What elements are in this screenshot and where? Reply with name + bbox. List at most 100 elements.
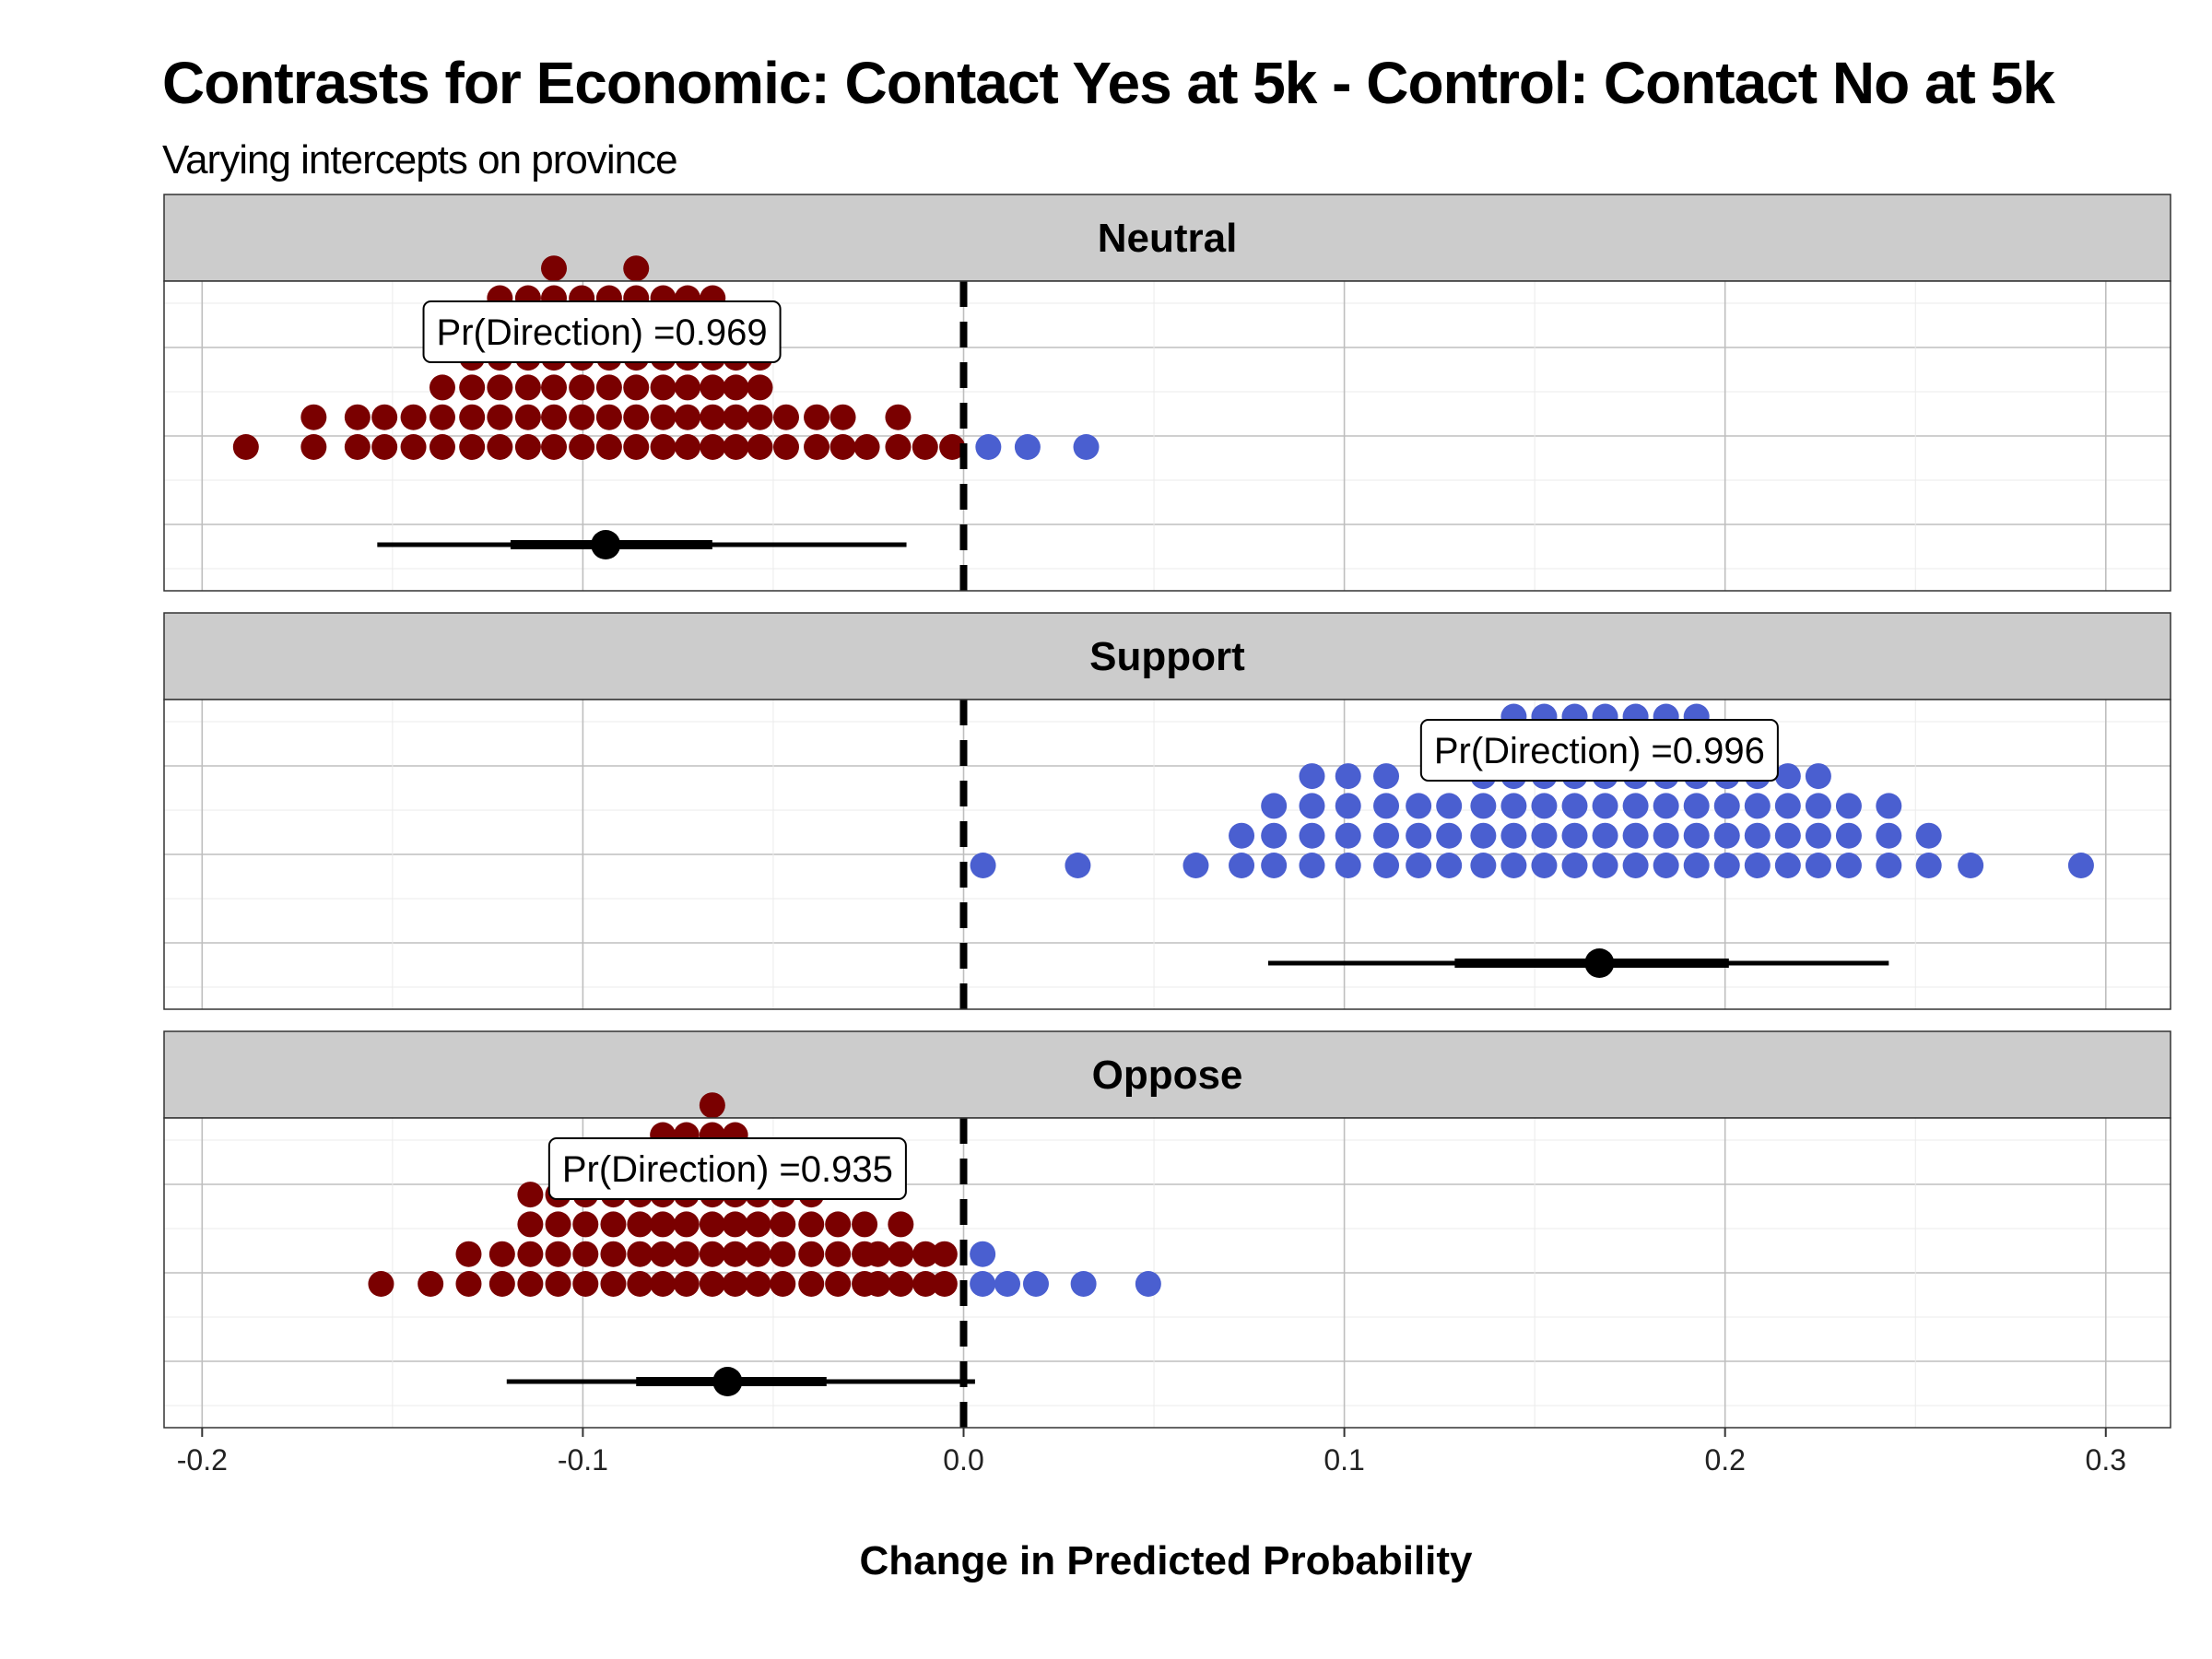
dot [1744, 793, 1771, 819]
dot [1261, 793, 1288, 819]
dot [517, 1271, 544, 1297]
dot [627, 1211, 653, 1238]
dot [595, 404, 622, 430]
dot [1622, 822, 1649, 849]
dot [885, 404, 912, 430]
dot [623, 255, 650, 282]
dot [300, 404, 327, 430]
direction-annotation: Pr(Direction) =0.935 [547, 1137, 907, 1200]
dot [912, 434, 938, 460]
dot [975, 434, 1002, 460]
dot [459, 434, 486, 460]
dot [770, 1271, 796, 1297]
dot [1744, 853, 1771, 878]
dot [487, 374, 513, 401]
dot [1653, 793, 1679, 819]
dot [1436, 793, 1463, 819]
x-tick-label: 0.3 [2086, 1443, 2126, 1477]
dot [939, 434, 966, 460]
dot [368, 1271, 394, 1297]
dot [1683, 793, 1710, 819]
dot [487, 434, 513, 460]
dot [804, 434, 830, 460]
dot [723, 434, 749, 460]
dot [455, 1271, 482, 1297]
dot [1470, 793, 1497, 819]
dot [650, 434, 677, 460]
dot [1774, 822, 1801, 849]
facet-panel-neutral: Neutral Pr(Direction) =0.969 [163, 194, 2171, 592]
dot [699, 1092, 725, 1119]
dot [623, 404, 650, 430]
dot [1876, 793, 1902, 819]
dot [300, 434, 327, 460]
dot [1744, 822, 1771, 849]
dot [865, 1241, 891, 1267]
dot [1915, 822, 1942, 849]
dot [1436, 822, 1463, 849]
dot [1805, 853, 1831, 878]
dot [852, 1211, 878, 1238]
dot [1065, 853, 1091, 878]
dot [600, 1211, 627, 1238]
dot [1373, 853, 1400, 878]
facet-strip-label: Oppose [1092, 1053, 1243, 1098]
dot [912, 1241, 939, 1267]
dot [673, 1211, 700, 1238]
dot [545, 1271, 571, 1297]
dot [1622, 793, 1649, 819]
dot [541, 255, 568, 282]
dot [1713, 822, 1740, 849]
point-estimate [1584, 948, 1615, 978]
annotation-label: Pr(Direction) =0.935 [562, 1149, 893, 1190]
dot [745, 1241, 771, 1267]
dot [514, 404, 541, 430]
dot [865, 1271, 891, 1297]
annotation-label: Pr(Direction) =0.996 [1434, 731, 1765, 771]
dot [770, 1241, 796, 1267]
dot [1261, 853, 1288, 878]
dot [747, 434, 773, 460]
dot [627, 1271, 653, 1297]
dot [488, 1241, 515, 1267]
point-estimate [712, 1367, 743, 1396]
dot [1500, 793, 1527, 819]
dot [418, 1271, 444, 1297]
dot [1406, 853, 1432, 878]
dot [1876, 853, 1902, 878]
dot [517, 1211, 544, 1238]
dot [1135, 1271, 1161, 1297]
dot [970, 853, 996, 878]
dot [600, 1241, 627, 1267]
dot [722, 1271, 748, 1297]
dot [1622, 853, 1649, 878]
dot [830, 404, 856, 430]
annotation-box [1419, 719, 1779, 782]
dot [1229, 853, 1255, 878]
dot [344, 404, 371, 430]
dot [514, 434, 541, 460]
dot [931, 1241, 958, 1267]
x-tick-label: -0.2 [177, 1443, 228, 1477]
x-axis: -0.2 -0.1 0.0 0.1 0.2 0.3 [177, 1428, 2126, 1477]
dot [745, 1211, 771, 1238]
dot [1683, 853, 1710, 878]
dot [650, 1271, 677, 1297]
dot [1436, 853, 1463, 878]
dot [1335, 853, 1361, 878]
dot [1713, 793, 1740, 819]
dot [487, 404, 513, 430]
dot [344, 434, 371, 460]
dot [1958, 853, 1984, 878]
dot [885, 434, 912, 460]
dot [429, 434, 455, 460]
dot [798, 1211, 825, 1238]
dot [650, 374, 677, 401]
dot [1774, 853, 1801, 878]
dot [1592, 853, 1618, 878]
dot [1592, 793, 1618, 819]
dot [1373, 763, 1400, 790]
dot [455, 1241, 482, 1267]
annotation-box [422, 300, 782, 363]
